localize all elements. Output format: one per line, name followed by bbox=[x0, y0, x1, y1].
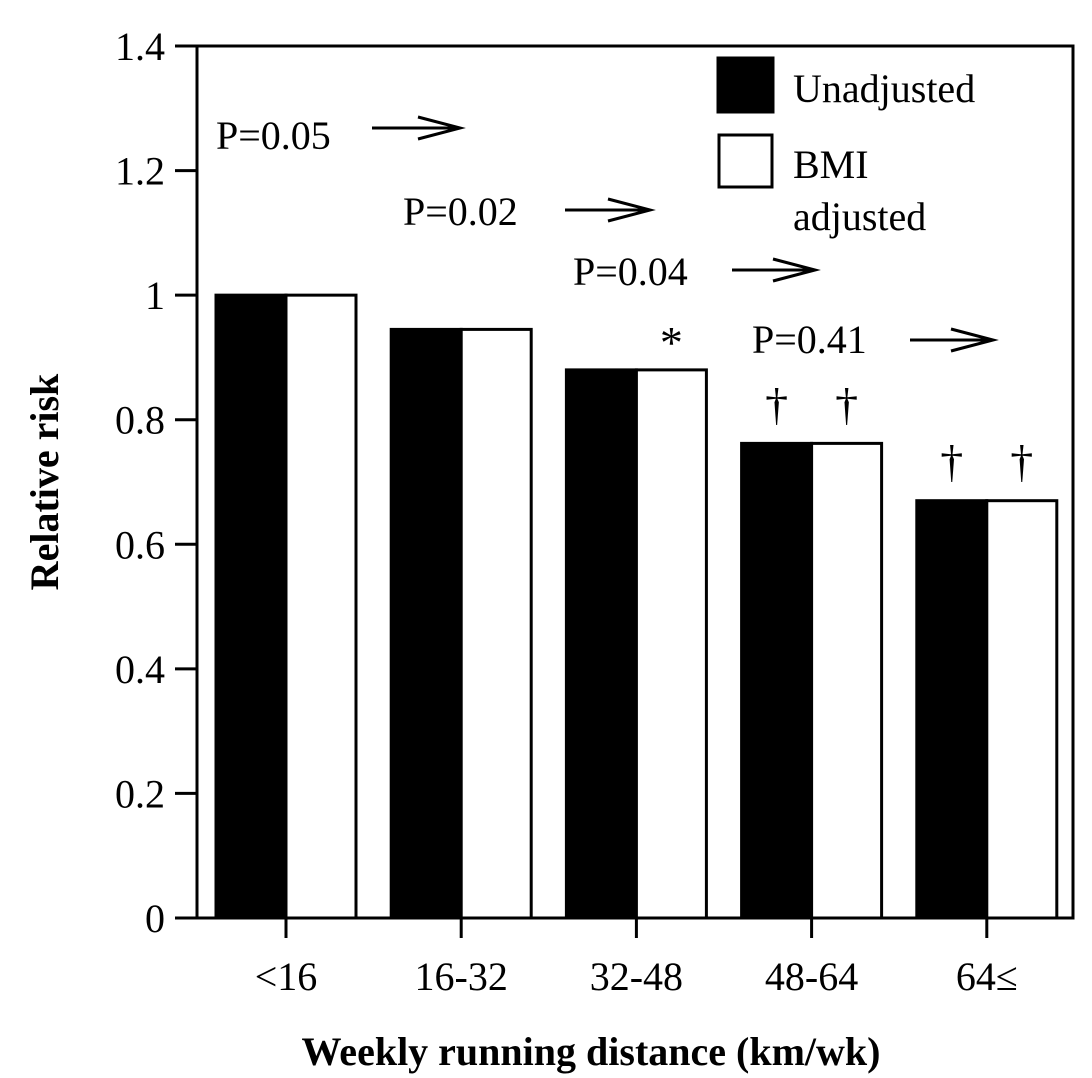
bar-unadjusted-1 bbox=[389, 327, 463, 920]
bar-unadjusted-2 bbox=[564, 368, 638, 920]
p-value-arrow-head-0 bbox=[417, 115, 466, 141]
x-tick-label-2: 32-48 bbox=[590, 954, 683, 999]
p-value-label-0: P=0.05 bbox=[216, 113, 331, 158]
y-tick-label-3: 0.6 bbox=[115, 522, 165, 567]
x-tick-label-3: 48-64 bbox=[765, 954, 858, 999]
x-categories-group: <16 16-32 32-48 48-64 64≤ bbox=[255, 918, 1018, 999]
legend-swatch-unadjusted bbox=[716, 56, 775, 114]
bar-bmi-adjusted-1 bbox=[459, 327, 533, 920]
bar-unadjusted-4 bbox=[915, 499, 989, 920]
significance-mark-0: * bbox=[660, 317, 683, 368]
x-tick-label-4: 64≤ bbox=[956, 954, 1018, 999]
legend: Unadjusted BMI adjusted bbox=[716, 56, 975, 239]
p-value-arrow-head-3 bbox=[950, 327, 999, 353]
y-tick-label-7: 1.4 bbox=[115, 24, 165, 69]
p-value-label-1: P=0.02 bbox=[403, 189, 518, 234]
y-tick-label-6: 1.2 bbox=[115, 149, 165, 194]
y-axis-title: Relative risk bbox=[22, 373, 67, 590]
y-tick-label-1: 0.2 bbox=[115, 771, 165, 816]
x-tick-label-0: <16 bbox=[255, 954, 318, 999]
p-value-arrow-head-2 bbox=[772, 257, 821, 283]
bar-bmi-adjusted-2 bbox=[634, 368, 708, 920]
legend-label-bmi-adjusted-line1: BMI bbox=[793, 142, 869, 187]
significance-mark-4: † bbox=[1010, 436, 1033, 487]
significance-mark-3: † bbox=[940, 436, 963, 487]
y-tick-label-5: 1 bbox=[145, 273, 165, 318]
y-tick-label-2: 0.4 bbox=[115, 647, 165, 692]
significance-mark-2: † bbox=[835, 378, 858, 429]
bar-bmi-adjusted-0 bbox=[284, 293, 358, 920]
bar-bmi-adjusted-3 bbox=[810, 441, 884, 920]
legend-swatch-bmi-adjusted bbox=[717, 133, 774, 189]
x-axis-title: Weekly running distance (km/wk) bbox=[302, 1029, 881, 1074]
bar-unadjusted-0 bbox=[214, 293, 288, 920]
x-tick-label-1: 16-32 bbox=[415, 954, 508, 999]
significance-mark-1: † bbox=[765, 378, 788, 429]
legend-label-unadjusted: Unadjusted bbox=[793, 66, 975, 111]
bar-bmi-adjusted-4 bbox=[985, 499, 1059, 920]
y-tick-label-0: 0 bbox=[145, 896, 165, 941]
p-value-label-2: P=0.04 bbox=[573, 249, 688, 294]
p-value-label-3: P=0.41 bbox=[752, 317, 867, 362]
p-value-arrow-head-1 bbox=[607, 197, 656, 223]
bars-group bbox=[214, 293, 1059, 920]
y-ticks-group: 0 0.2 0.4 0.6 0.8 1 1.2 1.4 bbox=[115, 24, 197, 941]
bar-unadjusted-3 bbox=[740, 441, 814, 920]
y-tick-label-4: 0.8 bbox=[115, 398, 165, 443]
annotations-group: P=0.05 P=0.02 P=0.04 P=0.41 * † † † † bbox=[216, 113, 1033, 487]
legend-label-bmi-adjusted-line2: adjusted bbox=[793, 194, 926, 239]
